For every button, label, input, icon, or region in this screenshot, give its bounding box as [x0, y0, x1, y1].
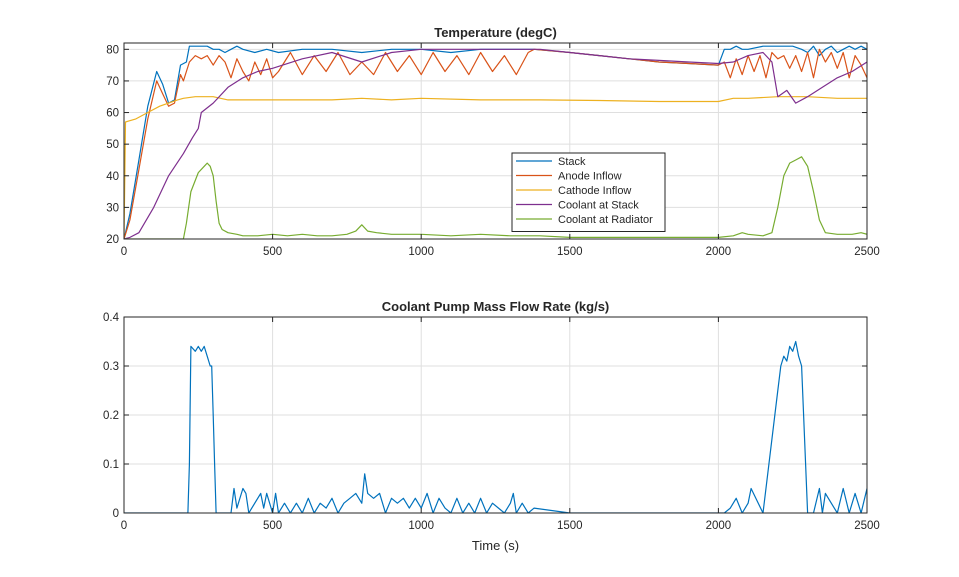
- flow-title: Coolant Pump Mass Flow Rate (kg/s): [382, 299, 610, 314]
- temperature-legend: Stack Anode Inflow Cathode Inflow Coolant a…: [511, 152, 666, 232]
- temperature-x-tick-label: 2500: [854, 246, 880, 258]
- temperature-series-coolant-at-stack: [124, 48, 867, 239]
- flow-x-tick-label: 2000: [706, 520, 732, 532]
- flow-x-tick-label: 2500: [854, 520, 880, 532]
- flow-x-tick-label: 500: [263, 520, 282, 532]
- flow-grid: [124, 317, 867, 513]
- temperature-y-tick-label: 60: [106, 108, 119, 120]
- legend-label-coolant-at-stack: Coolant at Stack: [558, 200, 639, 212]
- flow-x-axis-label: Time (s): [472, 538, 519, 553]
- flow-x-tick-label: 1500: [557, 520, 583, 532]
- flow-y-tick-label: 0.4: [103, 312, 120, 324]
- temperature-plot-area: [124, 43, 867, 239]
- flow-y-tick-label: 0.1: [103, 459, 119, 471]
- temperature-x-tick-label: 2000: [706, 246, 732, 258]
- temperature-x-tick-label: 0: [121, 246, 127, 258]
- temperature-y-tick-label: 40: [106, 171, 119, 183]
- temperature-series-coolant-at-radiator: [124, 156, 867, 239]
- temperature-y-tick-label: 20: [106, 234, 119, 246]
- flow-y-tick-label: 0.3: [103, 361, 119, 373]
- flow-y-tick-label: 0.2: [103, 410, 119, 422]
- legend-label-anode-inflow: Anode Inflow: [558, 171, 622, 183]
- temperature-series-cathode-inflow: [124, 96, 867, 239]
- flow-y-tick-label: 0: [113, 508, 119, 520]
- temperature-y-tick-label: 50: [106, 139, 119, 151]
- temperature-x-tick-label: 1000: [408, 246, 434, 258]
- temperature-title: Temperature (degC): [434, 25, 557, 40]
- temperature-y-tick-label: 70: [106, 76, 119, 88]
- temperature-y-tick-label: 80: [106, 44, 119, 56]
- legend-label-cathode-inflow: Cathode Inflow: [558, 185, 631, 197]
- flow-x-tick-label: 0: [121, 520, 127, 532]
- temperature-axes: 0 500 1000 1500 2000 2500 20 30 40 50 60 70 80 Temper…: [106, 25, 880, 258]
- temperature-x-tick-label: 1500: [557, 246, 583, 258]
- temperature-y-tick-label: 30: [106, 202, 119, 214]
- temperature-x-tick-label: 500: [263, 246, 282, 258]
- flow-rate-axes: 0 500 1000 1500 2000 2500 0 0.1 0.2 0.3 0.4 Coolant…: [103, 299, 880, 553]
- flow-x-tick-label: 1000: [408, 520, 434, 532]
- temperature-axes-frame: [123, 42, 868, 240]
- legend-label-stack: Stack: [558, 156, 586, 168]
- temperature-series-group: [124, 45, 867, 239]
- legend-label-coolant-at-radiator: Coolant at Radiator: [558, 214, 653, 226]
- temperature-series-stack: [124, 45, 867, 239]
- temperature-series-anode-inflow: [124, 48, 867, 239]
- flow-series-group: [124, 340, 867, 513]
- flow-series-series-0: [124, 340, 867, 513]
